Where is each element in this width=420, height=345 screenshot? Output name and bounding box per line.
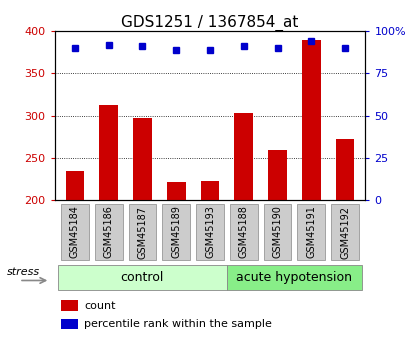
- Bar: [227, 265, 362, 290]
- Text: GSM45186: GSM45186: [104, 206, 114, 258]
- Text: acute hypotension: acute hypotension: [236, 271, 352, 284]
- Bar: [100, 105, 118, 200]
- Bar: [58, 265, 227, 290]
- Bar: [331, 204, 359, 260]
- Bar: [302, 39, 320, 200]
- Text: GSM45189: GSM45189: [171, 206, 181, 258]
- Text: GSM45187: GSM45187: [137, 206, 147, 258]
- Bar: [234, 113, 253, 200]
- Bar: [201, 181, 219, 200]
- Bar: [297, 204, 325, 260]
- Bar: [264, 204, 291, 260]
- Text: count: count: [84, 300, 116, 310]
- Bar: [133, 118, 152, 200]
- Bar: [61, 318, 78, 329]
- Bar: [163, 204, 190, 260]
- Text: control: control: [121, 271, 164, 284]
- Text: GSM45184: GSM45184: [70, 206, 80, 258]
- Bar: [129, 204, 156, 260]
- Text: GSM45191: GSM45191: [306, 206, 316, 258]
- Bar: [61, 300, 78, 311]
- Text: GSM45188: GSM45188: [239, 206, 249, 258]
- Text: percentile rank within the sample: percentile rank within the sample: [84, 319, 272, 329]
- Title: GDS1251 / 1367854_at: GDS1251 / 1367854_at: [121, 15, 299, 31]
- Bar: [196, 204, 224, 260]
- Bar: [230, 204, 257, 260]
- Text: stress: stress: [7, 267, 39, 277]
- Bar: [336, 139, 354, 200]
- Bar: [167, 181, 186, 200]
- Text: GSM45192: GSM45192: [340, 206, 350, 258]
- Text: GSM45193: GSM45193: [205, 206, 215, 258]
- Bar: [66, 170, 84, 200]
- Bar: [61, 204, 89, 260]
- Text: GSM45190: GSM45190: [273, 206, 283, 258]
- Bar: [268, 150, 287, 200]
- Bar: [95, 204, 123, 260]
